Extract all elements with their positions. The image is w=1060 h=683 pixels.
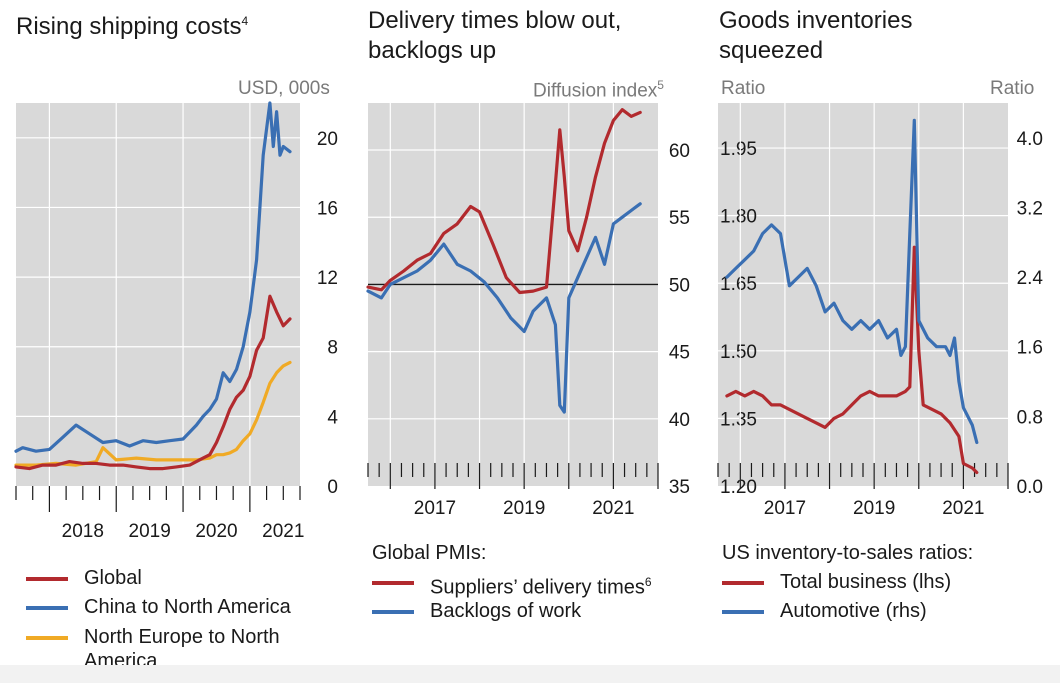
panel2-title: Delivery times blow out, backlogs up (368, 6, 621, 66)
legend-backlogs-swatch (372, 610, 414, 614)
panel2-xtick-label: 2021 (592, 498, 634, 519)
panel2-ytick: 60 (669, 141, 690, 162)
panel2-ytick: 50 (669, 275, 690, 296)
panel3-xtick-label: 2019 (853, 498, 895, 519)
panel3-ytick-left: 1.95 (720, 139, 757, 160)
panel3-ytick-left: 1.35 (720, 409, 757, 430)
legend-global: Global (26, 566, 346, 592)
panel2-ytick: 55 (669, 208, 690, 229)
panel1-title: Rising shipping costs4 (16, 13, 249, 40)
panel1-ytick: 0 (327, 477, 338, 498)
panel3-title-line1: Goods inventories (719, 7, 913, 34)
legend-china-swatch (26, 606, 68, 610)
panel3-ytick-right: 3.2 (1017, 198, 1043, 219)
panel1-title-sup: 4 (241, 14, 249, 28)
panel1-unit-label: USD, 000s (238, 78, 330, 99)
legend-china-label: China to North America (84, 596, 291, 618)
panel1-xtick-label: 2020 (195, 521, 237, 542)
panel2-xtick-label: 2019 (503, 498, 545, 519)
panel3-ytick-left: 1.80 (720, 207, 757, 228)
panel3-ytick-right: 0.8 (1017, 407, 1043, 428)
legend-suppliers-sup: 6 (644, 575, 652, 589)
panel3-unit-right: Ratio (990, 78, 1035, 99)
legend-suppliers: Suppliers’ delivery times6 (372, 570, 712, 599)
panel2-series-backlogs-of-work (366, 202, 642, 414)
panel2-ytick: 45 (669, 343, 690, 364)
panel3-unit-left: Ratio (721, 78, 766, 99)
panel3-xtick-label: 2021 (942, 498, 984, 519)
panel1-xtick-label: 2019 (129, 521, 171, 542)
panel3-plot-bg (718, 103, 1008, 486)
panel2-ytick: 40 (669, 410, 690, 431)
panel3-series-total-business-lhs (725, 245, 979, 475)
legend-suppliers-label: Suppliers’ delivery times6 (430, 575, 652, 599)
panel2-unit-sup: 5 (657, 78, 664, 92)
legend-automotive: Automotive (rhs) (722, 599, 1052, 625)
panel1-series-china-to-north-america (14, 101, 292, 453)
footer-strip (0, 665, 1060, 683)
legend-backlogs-label: Backlogs of work (430, 600, 582, 622)
panel1-ytick: 16 (317, 198, 338, 219)
legend-north-europe-swatch (26, 636, 68, 640)
panel3-title: Goods inventories squeezed (719, 6, 912, 66)
legend-global-swatch (26, 577, 68, 581)
panel1-series-global (14, 294, 292, 471)
legend2-title: Global PMIs: (372, 542, 487, 564)
panel3-series-automotive-rhs (725, 118, 979, 445)
legend-total-business: Total business (lhs) (722, 570, 1052, 596)
panel2-ytick: 35 (669, 477, 690, 498)
legend-total-business-swatch (722, 581, 764, 585)
legend3-title: US inventory-to-sales ratios: (722, 542, 974, 564)
legend-automotive-label: Automotive (rhs) (780, 600, 927, 622)
panel3-ytick-right: 0.0 (1017, 477, 1043, 498)
panel1-ytick: 20 (317, 129, 338, 150)
panel3-ytick-left: 1.50 (720, 342, 757, 363)
legend-global-label: Global (84, 567, 142, 589)
legend-automotive-swatch (722, 610, 764, 614)
panel2-title-line2: backlogs up (368, 37, 497, 64)
panel3-ytick-left: 1.20 (720, 477, 757, 498)
panel3-xtick-label: 2017 (764, 498, 806, 519)
panel1-ytick: 4 (327, 407, 338, 428)
legend-suppliers-swatch (372, 581, 414, 585)
panel3-ytick-left: 1.65 (720, 274, 757, 295)
panel2-series-suppliers-delivery-times (366, 108, 642, 295)
panel2-title-line1: Delivery times blow out, (368, 7, 622, 34)
legend-backlogs: Backlogs of work (372, 599, 712, 625)
panel3-ytick-right: 1.6 (1017, 338, 1043, 359)
legend-china: China to North America (26, 595, 346, 621)
panel1-ytick: 8 (327, 338, 338, 359)
panel1-xtick-label: 2018 (62, 521, 104, 542)
panel3-title-line2: squeezed (719, 37, 824, 64)
panel2-plot-bg (368, 103, 658, 486)
panel3-ytick-right: 4.0 (1017, 129, 1043, 150)
legend-total-business-label: Total business (lhs) (780, 571, 952, 593)
panel2-xtick-label: 2017 (414, 498, 456, 519)
panel2-unit-label: Diffusion index5 (533, 78, 664, 102)
panel1-ytick: 12 (317, 268, 338, 289)
panel3-ytick-right: 2.4 (1017, 268, 1044, 289)
panel1-xtick-label: 2021 (262, 521, 304, 542)
